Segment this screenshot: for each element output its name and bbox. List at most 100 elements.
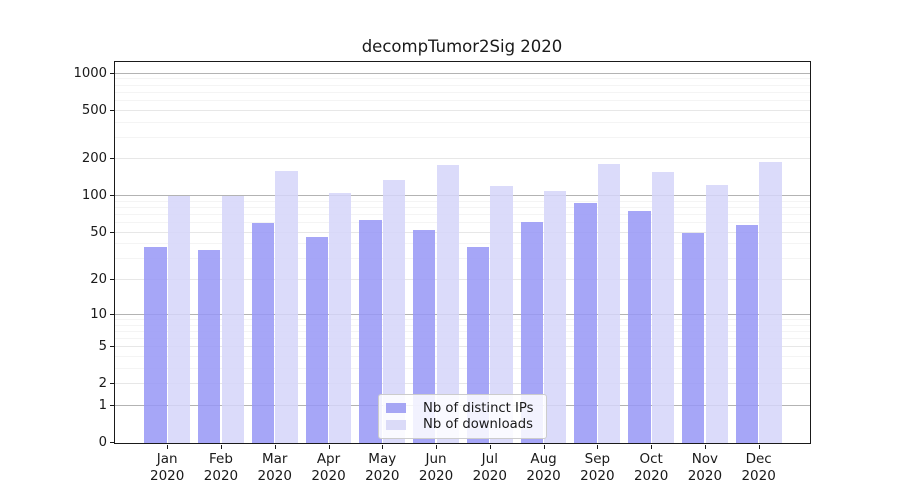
bar <box>597 164 621 443</box>
y-tick-mark <box>110 195 114 197</box>
bar <box>735 225 759 443</box>
bar <box>413 229 436 443</box>
bar <box>705 185 728 443</box>
bar <box>144 247 167 443</box>
legend-item: Nb of distinct IPs <box>386 400 540 417</box>
y-tick-label: 20 <box>90 272 107 288</box>
gridline <box>115 279 810 281</box>
x-tick-label: Oct 2020 <box>633 451 669 484</box>
gridline-minor <box>115 207 810 209</box>
gridline-minor <box>115 78 810 80</box>
y-tick-mark <box>110 383 114 385</box>
gridline <box>115 383 810 385</box>
x-tick-mark <box>543 445 545 449</box>
y-tick-label: 100 <box>81 188 107 204</box>
y-tick-mark <box>110 442 114 443</box>
x-tick-label: Apr 2020 <box>311 451 346 484</box>
y-tick-label: 5 <box>98 339 107 355</box>
y-tick-mark <box>110 404 114 406</box>
bar <box>628 210 651 443</box>
bar <box>167 196 191 443</box>
gridline-minor <box>115 99 810 101</box>
bar <box>436 164 459 443</box>
bar <box>574 203 597 443</box>
y-tick-label: 500 <box>81 102 107 118</box>
y-tick-label: 1 <box>98 397 107 413</box>
legend: Nb of distinct IPs Nb of downloads <box>378 394 547 439</box>
x-tick-label: Jan 2020 <box>150 451 185 484</box>
gridline-minor <box>115 136 810 138</box>
x-tick-mark <box>274 445 276 449</box>
y-tick-mark <box>110 279 114 281</box>
bar <box>359 219 382 443</box>
bar <box>382 179 406 443</box>
bar <box>329 193 352 443</box>
x-tick-mark <box>328 445 330 449</box>
legend-swatch-icon <box>386 419 406 430</box>
x-tick-mark <box>597 445 599 449</box>
plot-area: 0 1 2 5 10 20 50 100 200 500 1000 Jan 2020 Feb 2020… <box>73 61 811 484</box>
x-tick-mark <box>220 445 222 449</box>
y-tick-mark <box>110 72 114 74</box>
bar <box>198 249 221 443</box>
x-tick-label: Jul 2020 <box>472 451 507 484</box>
y-tick-mark <box>110 158 114 160</box>
gridline-minor <box>115 318 810 320</box>
gridline-minor <box>115 121 810 123</box>
y-tick-label: 10 <box>90 306 107 322</box>
y-tick-mark <box>110 231 114 233</box>
x-tick-mark <box>382 445 384 449</box>
chart-title: decompTumor2Sig 2020 <box>361 37 563 56</box>
y-tick-label: 2 <box>98 376 107 392</box>
gridline-major <box>115 72 810 74</box>
bar <box>275 170 298 443</box>
legend-label: Nb of distinct IPs <box>423 400 534 416</box>
gridline-minor <box>115 337 810 339</box>
gridline-minor <box>115 91 810 93</box>
y-tick-label: 0 <box>98 435 107 450</box>
gridline-minor <box>115 200 810 202</box>
gridline-major <box>115 195 810 197</box>
x-tick-label: Jun 2020 <box>418 451 454 484</box>
gridline-minor <box>115 222 810 224</box>
gridline <box>115 231 810 233</box>
x-tick-mark <box>436 445 438 449</box>
x-tick-label: Mar 2020 <box>257 451 292 484</box>
legend-label: Nb of downloads <box>423 417 533 433</box>
x-tick-label: Aug 2020 <box>526 451 561 484</box>
x-tick-label: May 2020 <box>365 451 400 484</box>
bar <box>490 185 513 443</box>
gridline <box>115 158 810 160</box>
gridline-major <box>115 313 810 315</box>
legend-swatch-icon <box>386 403 406 414</box>
legend-item: Nb of downloads <box>386 417 540 434</box>
x-tick-label: Sep 2020 <box>580 451 615 484</box>
gridline <box>115 346 810 348</box>
x-tick-mark <box>758 445 760 449</box>
bar <box>251 223 275 443</box>
x-tick-label: Dec 2020 <box>741 451 776 484</box>
gridline-minor <box>115 367 810 369</box>
gridline-minor <box>115 324 810 326</box>
x-tick-mark <box>651 445 653 449</box>
bar <box>520 222 543 443</box>
y-tick-label: 50 <box>90 224 107 240</box>
bar <box>651 172 675 443</box>
y-tick-mark <box>110 313 114 315</box>
x-tick-mark <box>489 445 491 449</box>
bar <box>544 191 567 443</box>
x-tick-mark <box>704 445 706 449</box>
x-tick-label: Nov 2020 <box>687 451 723 484</box>
gridline-minor <box>115 243 810 245</box>
gridline-minor <box>115 330 810 332</box>
gridline-minor <box>115 258 810 260</box>
bar <box>221 196 244 443</box>
y-tick-mark <box>110 346 114 348</box>
gridline-minor <box>115 355 810 357</box>
gridline-minor <box>115 84 810 86</box>
x-tick-label: Feb 2020 <box>203 451 239 484</box>
bar <box>759 161 782 443</box>
gridline <box>115 109 810 111</box>
bar <box>305 237 328 443</box>
